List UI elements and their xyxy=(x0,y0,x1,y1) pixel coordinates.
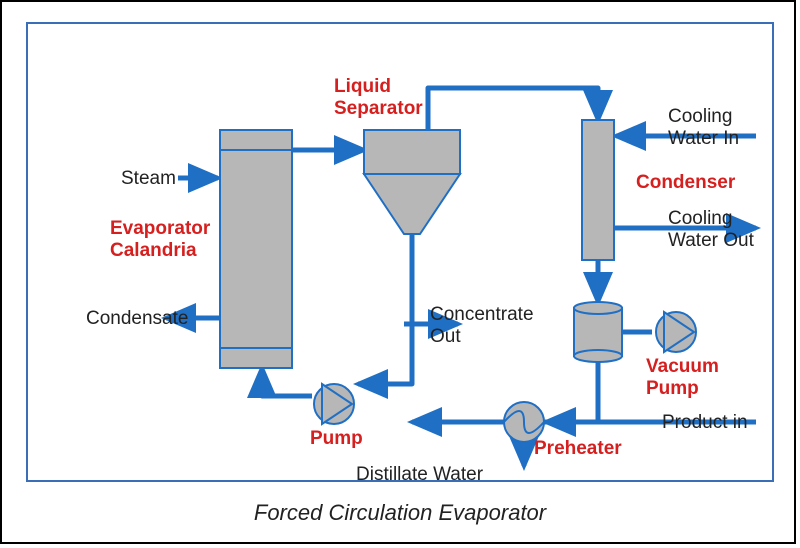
label-cooling-out: Cooling Water Out xyxy=(668,208,754,252)
diagram-frame: Steam Evaporator Calandria Condensate Pump L… xyxy=(26,22,774,482)
figure-frame: Steam Evaporator Calandria Condensate Pump L… xyxy=(0,0,796,544)
label-cooling-in: Cooling Water In xyxy=(668,106,739,150)
figure-title: Forced Circulation Evaporator xyxy=(2,500,798,526)
label-concentrate-out: Concentrate Out xyxy=(430,304,534,348)
label-condenser: Condenser xyxy=(636,172,735,194)
label-condensate: Condensate xyxy=(86,308,188,330)
label-vacuum-pump: Vacuum Pump xyxy=(646,356,719,400)
label-evaporator: Evaporator Calandria xyxy=(110,218,210,262)
label-liquid-separator: Liquid Separator xyxy=(334,76,423,120)
label-pump: Pump xyxy=(310,428,363,450)
label-steam: Steam xyxy=(121,168,176,190)
label-distillate-water: Distillate Water xyxy=(356,464,483,486)
label-preheater: Preheater xyxy=(534,438,622,460)
label-product-in: Product in xyxy=(662,412,748,434)
